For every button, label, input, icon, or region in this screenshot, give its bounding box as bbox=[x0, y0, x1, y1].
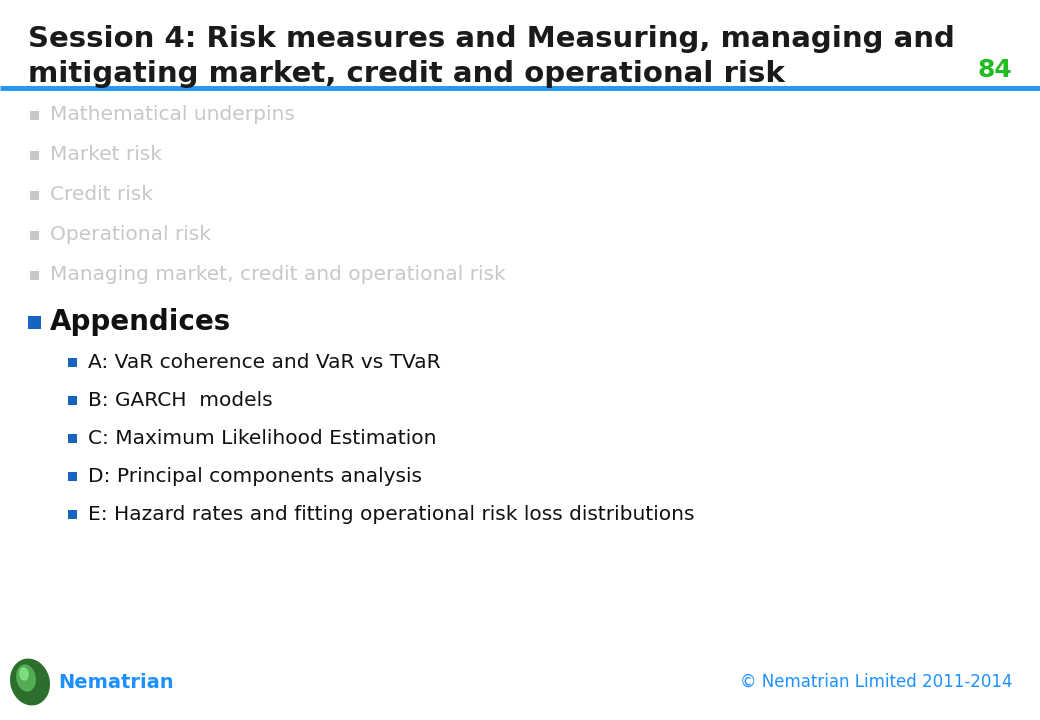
Text: © Nematrian Limited 2011-2014: © Nematrian Limited 2011-2014 bbox=[739, 673, 1012, 691]
Text: Credit risk: Credit risk bbox=[50, 186, 153, 204]
Text: Operational risk: Operational risk bbox=[50, 225, 211, 245]
Ellipse shape bbox=[17, 665, 35, 691]
Bar bbox=[68, 510, 77, 518]
Bar bbox=[30, 191, 40, 199]
Bar bbox=[28, 315, 41, 328]
Text: Market risk: Market risk bbox=[50, 145, 162, 164]
Bar bbox=[68, 472, 77, 480]
Ellipse shape bbox=[10, 660, 49, 705]
Text: Managing market, credit and operational risk: Managing market, credit and operational … bbox=[50, 266, 505, 284]
Text: 84: 84 bbox=[978, 58, 1012, 82]
Text: mitigating market, credit and operational risk: mitigating market, credit and operationa… bbox=[28, 60, 785, 88]
Text: Nematrian: Nematrian bbox=[58, 672, 174, 691]
Text: Appendices: Appendices bbox=[50, 308, 231, 336]
Bar bbox=[68, 433, 77, 443]
Bar bbox=[30, 150, 40, 160]
Text: E: Hazard rates and fitting operational risk loss distributions: E: Hazard rates and fitting operational … bbox=[88, 505, 695, 523]
Text: A: VaR coherence and VaR vs TVaR: A: VaR coherence and VaR vs TVaR bbox=[88, 353, 441, 372]
Ellipse shape bbox=[20, 668, 28, 680]
Text: D: Principal components analysis: D: Principal components analysis bbox=[88, 467, 422, 485]
Text: C: Maximum Likelihood Estimation: C: Maximum Likelihood Estimation bbox=[88, 428, 437, 448]
Bar bbox=[30, 110, 40, 120]
Text: Mathematical underpins: Mathematical underpins bbox=[50, 106, 295, 125]
Bar bbox=[68, 358, 77, 366]
Bar bbox=[68, 395, 77, 405]
Bar bbox=[30, 230, 40, 240]
Ellipse shape bbox=[27, 678, 44, 697]
Text: B: GARCH  models: B: GARCH models bbox=[88, 390, 272, 410]
Text: Session 4: Risk measures and Measuring, managing and: Session 4: Risk measures and Measuring, … bbox=[28, 25, 955, 53]
Bar bbox=[30, 271, 40, 279]
